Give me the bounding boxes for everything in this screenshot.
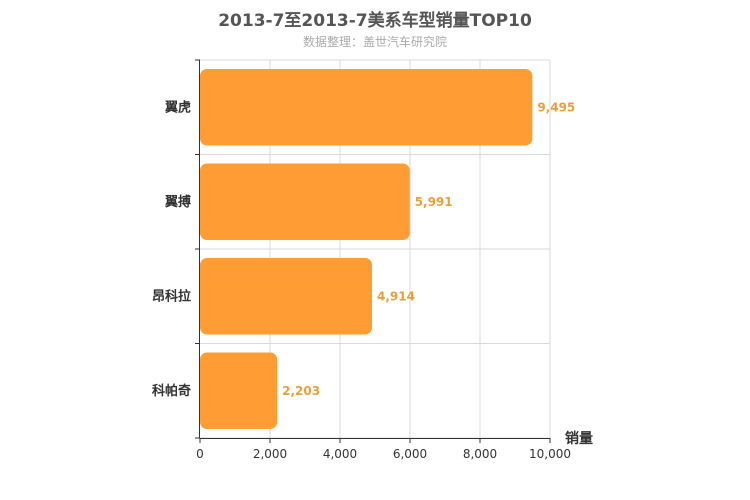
category-label: 翼虎 <box>164 99 191 115</box>
x-tick-label: 0 <box>196 447 204 461</box>
x-tick-label: 4,000 <box>323 447 357 461</box>
chart-title: 2013-7至2013-7美系车型销量TOP10 <box>218 11 532 31</box>
x-tick-label: 10,000 <box>529 447 571 461</box>
data-label: 2,203 <box>282 384 320 398</box>
bar <box>200 69 533 146</box>
x-tick-label: 8,000 <box>463 447 497 461</box>
data-label: 5,991 <box>415 195 453 209</box>
data-label: 4,914 <box>377 289 415 303</box>
chart-subtitle: 数据整理：盖世汽车研究院 <box>302 35 447 49</box>
x-tick-label: 2,000 <box>253 447 287 461</box>
bar <box>200 352 278 429</box>
category-label: 科帕奇 <box>152 383 191 399</box>
bar <box>200 163 410 240</box>
category-label: 翼搏 <box>164 194 191 210</box>
category-label: 昂科拉 <box>152 288 191 304</box>
x-tick-label: 6,000 <box>393 447 427 461</box>
x-axis-title: 销量 <box>565 430 593 447</box>
data-label: 9,495 <box>537 100 575 114</box>
bar <box>200 258 372 335</box>
